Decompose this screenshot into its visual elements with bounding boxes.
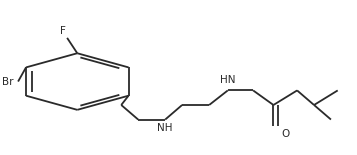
Text: HN: HN	[220, 75, 236, 85]
Text: F: F	[60, 26, 66, 36]
Text: O: O	[281, 129, 290, 139]
Text: Br: Br	[2, 77, 14, 86]
Text: NH: NH	[157, 123, 173, 133]
